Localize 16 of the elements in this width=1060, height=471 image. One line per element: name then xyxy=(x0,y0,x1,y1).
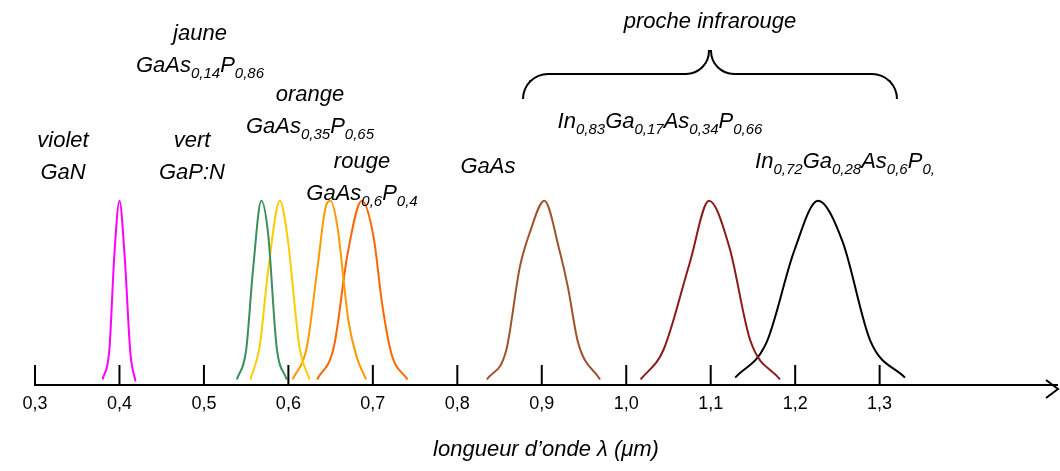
x-tick-label: 0,3 xyxy=(22,392,48,413)
text: proche infrarouge xyxy=(622,8,797,33)
text: violet GaN xyxy=(37,127,90,184)
x-tick-label: 1,1 xyxy=(698,392,724,413)
x-tick-label: 0,7 xyxy=(360,392,386,413)
x-tick-label: 0,8 xyxy=(444,392,470,413)
x-tick-label: 1,3 xyxy=(867,392,893,413)
x-tick-label: 0,9 xyxy=(529,392,555,413)
x-tick-label: 0,6 xyxy=(275,392,301,413)
x-axis-title: longueur d’onde λ (μm) xyxy=(433,435,659,461)
text: GaAs xyxy=(460,153,516,178)
x-tick-label: 0,5 xyxy=(191,392,217,413)
x-tick-label: 1,2 xyxy=(782,392,808,413)
x-tick-label: 0,4 xyxy=(106,392,132,413)
x-tick-label: 1,0 xyxy=(613,392,639,413)
text: vert GaP:N xyxy=(158,127,226,184)
